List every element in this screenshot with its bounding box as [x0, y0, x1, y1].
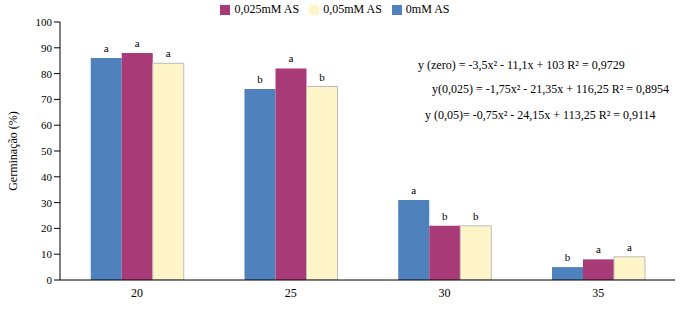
- svg-text:80: 80: [41, 68, 53, 80]
- svg-text:70: 70: [41, 93, 53, 105]
- html-text:0,025mM AS: 0,025mM AS: [234, 2, 300, 16]
- svg-text:10: 10: [41, 248, 53, 260]
- svg-text:b: b: [473, 210, 479, 222]
- svg-text:b: b: [319, 71, 325, 83]
- html-text:y (zero) = -3,5x² - 11,1x + 10: y (zero) = -3,5x² - 11,1x + 103 R² = 0,9…: [418, 58, 625, 72]
- svg-text:100: 100: [36, 16, 53, 28]
- html-text:0,05mM AS: 0,05mM AS: [323, 2, 382, 16]
- svg-text:a: a: [104, 42, 109, 54]
- svg-text:30: 30: [41, 197, 53, 209]
- html-text:y (0,05)= -0,75x² - 24,15x + 1: y (0,05)= -0,75x² - 24,15x + 113,25 R² =…: [425, 108, 656, 122]
- svg-text:35: 35: [592, 286, 604, 300]
- svg-text:30: 30: [438, 286, 450, 300]
- svg-text:a: a: [627, 241, 632, 253]
- svg-text:Germinação (%): Germinação (%): [8, 111, 20, 191]
- svg-text:a: a: [596, 243, 601, 255]
- svg-text:0: 0: [47, 274, 53, 286]
- html-text:0mM AS: 0mM AS: [405, 2, 450, 16]
- svg-text:50: 50: [41, 145, 53, 157]
- svg-text:90: 90: [41, 42, 53, 54]
- svg-text:b: b: [257, 73, 263, 85]
- svg-text:a: a: [166, 47, 171, 59]
- svg-text:60: 60: [41, 119, 53, 131]
- svg-text:40: 40: [41, 171, 53, 183]
- html-text:y(0,025) = -1,75x² - 21,35x +: y(0,025) = -1,75x² - 21,35x + 116,25 R² …: [432, 82, 669, 96]
- svg-text:b: b: [565, 251, 571, 263]
- svg-text:a: a: [289, 52, 294, 64]
- svg-text:a: a: [411, 184, 416, 196]
- svg-text:a: a: [135, 37, 140, 49]
- svg-text:20: 20: [131, 286, 143, 300]
- svg-text:20: 20: [41, 222, 53, 234]
- svg-text:25: 25: [285, 286, 297, 300]
- svg-text:b: b: [442, 210, 448, 222]
